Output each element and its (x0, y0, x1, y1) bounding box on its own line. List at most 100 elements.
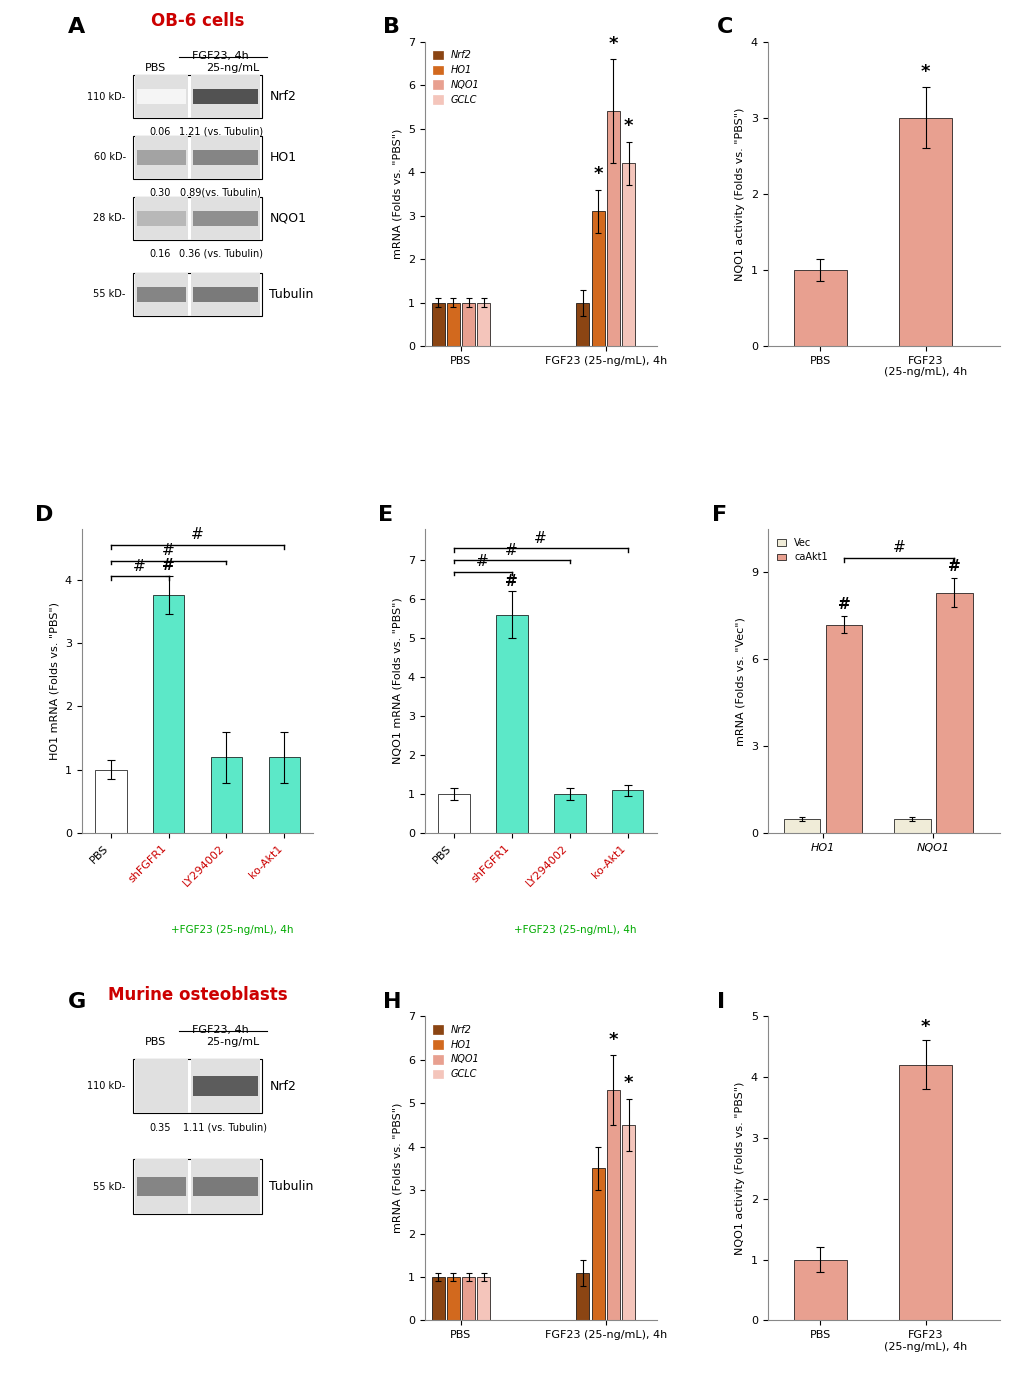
Text: Nrf2: Nrf2 (269, 90, 296, 103)
Bar (576, 1273, 589, 1320)
Text: *: * (608, 35, 618, 53)
Text: Nrf2: Nrf2 (269, 1080, 296, 1093)
Text: #: # (476, 555, 488, 570)
Text: #: # (133, 559, 146, 574)
Text: 55 kD-: 55 kD- (93, 289, 125, 299)
Text: Tubulin: Tubulin (269, 288, 314, 300)
Bar (132, 1159, 262, 1213)
Bar (191, 197, 260, 239)
Bar (794, 1259, 846, 1320)
Text: D: D (36, 505, 54, 524)
Y-axis label: mRNA (Folds vs. "PBS"): mRNA (Folds vs. "PBS") (392, 129, 401, 259)
Y-axis label: mRNA (Folds vs. "PBS"): mRNA (Folds vs. "PBS") (392, 1104, 401, 1233)
Text: *: * (920, 64, 929, 81)
Text: E: E (378, 505, 393, 524)
Bar (899, 1065, 952, 1320)
Text: PBS: PBS (145, 1037, 166, 1047)
Bar (191, 1159, 260, 1213)
Bar (132, 197, 262, 239)
Text: 1.21 (vs. Tubulin): 1.21 (vs. Tubulin) (178, 126, 263, 138)
Text: *: * (593, 165, 602, 183)
Bar (622, 164, 635, 346)
Text: Murine osteoblasts: Murine osteoblasts (108, 986, 287, 1004)
Text: FGF23, 4h: FGF23, 4h (193, 1026, 249, 1036)
Bar (894, 819, 929, 834)
Text: B: B (382, 17, 399, 38)
Bar (899, 118, 952, 346)
Legend: Nrf2, HO1, NQO1, GCLC: Nrf2, HO1, NQO1, GCLC (429, 1020, 483, 1083)
Bar (135, 1059, 189, 1113)
Text: 110 kD-: 110 kD- (88, 92, 125, 101)
Text: H: H (382, 991, 401, 1012)
Bar (606, 111, 620, 346)
Text: 25-ng/mL: 25-ng/mL (206, 1037, 259, 1047)
Bar (477, 303, 490, 346)
Bar (153, 595, 184, 834)
Text: +FGF23 (25-ng/mL), 4h: +FGF23 (25-ng/mL), 4h (171, 924, 293, 934)
Text: #: # (504, 574, 518, 589)
Bar (135, 1159, 189, 1213)
Bar (132, 1059, 262, 1113)
Bar (138, 89, 185, 104)
Bar (437, 794, 469, 834)
Legend: Vec, caAkt1: Vec, caAkt1 (771, 534, 830, 566)
Text: Tubulin: Tubulin (269, 1180, 314, 1193)
Text: F: F (711, 505, 727, 524)
Bar (191, 272, 260, 316)
Bar (193, 211, 258, 225)
Text: 0.35: 0.35 (150, 1123, 171, 1133)
Bar (193, 150, 258, 165)
Bar (431, 1277, 444, 1320)
Text: #: # (191, 527, 204, 542)
Text: *: * (920, 1017, 929, 1036)
Bar (622, 1125, 635, 1320)
Y-axis label: NQO1 mRNA (Folds vs. "PBS"): NQO1 mRNA (Folds vs. "PBS") (392, 598, 401, 765)
Text: #: # (534, 531, 546, 546)
Text: C: C (716, 17, 733, 38)
Bar (193, 286, 258, 302)
Bar (794, 270, 846, 346)
Text: NQO1: NQO1 (269, 211, 306, 225)
Bar (132, 75, 262, 118)
Bar (138, 1076, 185, 1095)
Text: 25-ng/mL: 25-ng/mL (206, 63, 259, 74)
Text: #: # (504, 542, 518, 557)
Text: OB-6 cells: OB-6 cells (151, 11, 244, 29)
Bar (783, 819, 819, 834)
Text: *: * (608, 1030, 618, 1048)
Bar (138, 1177, 185, 1197)
Bar (135, 272, 189, 316)
Bar (132, 272, 262, 316)
Bar (606, 1090, 620, 1320)
Bar (495, 614, 527, 834)
Bar (591, 211, 604, 346)
Text: #: # (162, 557, 174, 573)
Text: #: # (947, 559, 960, 574)
Text: *: * (624, 117, 633, 135)
Text: FGF23, 4h: FGF23, 4h (193, 51, 249, 61)
Text: 110 kD-: 110 kD- (88, 1081, 125, 1091)
Bar (591, 1168, 604, 1320)
Bar (825, 624, 861, 834)
Bar (191, 75, 260, 118)
Text: 0.06: 0.06 (150, 126, 171, 138)
Bar (138, 211, 185, 225)
Text: A: A (67, 17, 85, 38)
Text: #: # (162, 543, 174, 557)
Text: HO1: HO1 (269, 152, 297, 164)
Bar (446, 303, 460, 346)
Bar (462, 303, 475, 346)
Text: 0.16: 0.16 (150, 249, 171, 259)
Text: *: * (624, 1074, 633, 1093)
Text: +FGF23 (25-ng/mL), 4h: +FGF23 (25-ng/mL), 4h (514, 924, 636, 934)
Text: 0.30: 0.30 (150, 188, 171, 197)
Y-axis label: HO1 mRNA (Folds vs. "PBS"): HO1 mRNA (Folds vs. "PBS") (49, 602, 59, 760)
Text: 1.11 (vs. Tubulin): 1.11 (vs. Tubulin) (183, 1123, 267, 1133)
Bar (132, 136, 262, 179)
Bar (191, 1059, 260, 1113)
Bar (193, 89, 258, 104)
Bar (193, 1076, 258, 1095)
Bar (268, 758, 300, 834)
Bar (138, 286, 185, 302)
Text: 0.36 (vs. Tubulin): 0.36 (vs. Tubulin) (178, 249, 263, 259)
